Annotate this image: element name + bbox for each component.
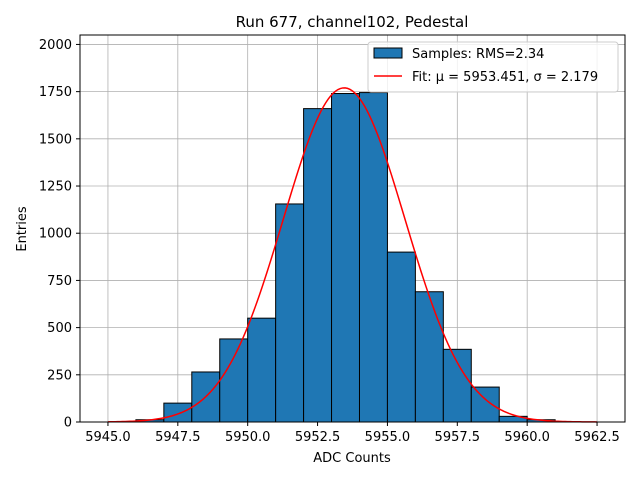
x-tick-label: 5950.0 [225,430,271,445]
y-tick-label: 750 [47,274,72,289]
histogram-bar [442,348,472,423]
histogram-bar [470,386,500,423]
x-axis-label: ADC Counts [313,451,391,466]
y-tick-label: 0 [64,416,72,431]
x-tick-label: 5955.0 [365,430,411,445]
y-tick-label: 1500 [39,132,72,147]
histogram-bar [386,251,416,423]
y-tick-label: 1250 [39,180,72,195]
histogram-bar [331,93,360,423]
plot-frame [79,34,626,423]
histogram-bar [303,108,333,423]
legend: Samples: RMS=2.34 Fit: μ = 5953.451, σ =… [367,41,619,93]
y-axis-label: Entries [15,206,30,252]
fit-curve [107,87,598,423]
x-tick-label: 5960.0 [504,430,550,445]
histogram-bar [247,317,277,423]
legend-label-fit: Fit: μ = 5953.451, σ = 2.179 [412,70,598,85]
chart-title: Run 677, channel102, Pedestal [236,13,469,31]
y-axis-ticks: 0 250 500 750 1000 1250 1500 1750 2000 [39,38,80,431]
x-tick-label: 5952.5 [295,430,341,445]
y-tick-label: 2000 [39,38,72,53]
legend-swatch-samples [373,47,403,59]
histogram-bar [163,402,193,423]
histogram-bar [414,291,444,423]
x-tick-label: 5945.0 [85,430,131,445]
histogram-bar [358,92,388,423]
histogram-bar [219,338,249,423]
histogram-bars [135,92,556,423]
legend-box [367,41,619,93]
histogram-bar [275,203,305,423]
y-tick-label: 500 [47,321,72,336]
x-tick-label: 5957.5 [435,430,481,445]
x-tick-label: 5947.5 [155,430,201,445]
x-axis-ticks: 5945.0 5947.5 5950.0 5952.5 5955.0 5957.5 5960… [85,422,620,445]
y-tick-label: 1750 [39,85,72,100]
y-tick-label: 250 [47,368,72,383]
y-tick-label: 1000 [39,227,72,242]
x-tick-label: 5962.5 [574,430,620,445]
legend-label-samples: Samples: RMS=2.34 [412,47,544,62]
